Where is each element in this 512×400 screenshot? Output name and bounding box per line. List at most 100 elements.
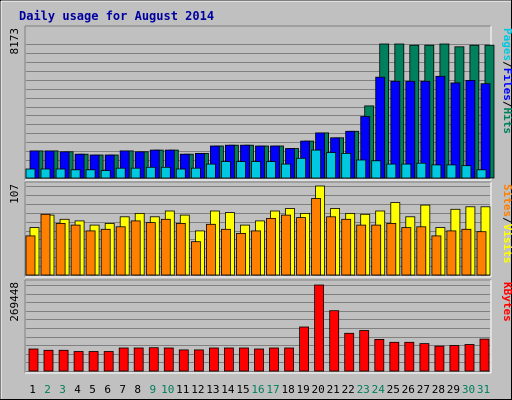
bar-sites-day-2 <box>40 213 51 276</box>
bar-sites-day-5 <box>85 230 96 276</box>
bar-pages-day-28 <box>431 164 442 179</box>
bar-files-day-31 <box>480 83 491 179</box>
bar-kbytes-day-29 <box>449 345 460 372</box>
bar-pages-day-24 <box>371 160 382 179</box>
y-max-label: 269448 <box>8 282 21 322</box>
y-max-label: 107 <box>8 184 21 204</box>
legend-item: Files <box>501 68 512 101</box>
bar-pages-day-29 <box>446 164 457 179</box>
bar-pages-day-26 <box>401 163 412 179</box>
bar-sites-day-1 <box>25 235 36 276</box>
bar-kbytes-day-11 <box>178 349 189 372</box>
legend-item: Visits <box>501 224 512 264</box>
bar-kbytes-day-15 <box>239 347 249 372</box>
bar-pages-day-5 <box>85 169 96 179</box>
bar-kbytes-day-18 <box>284 347 295 372</box>
bar-sites-day-7 <box>115 226 126 276</box>
bar-sites-day-6 <box>100 228 111 276</box>
bar-kbytes-day-16 <box>254 348 264 372</box>
bar-kbytes-day-10 <box>163 347 174 372</box>
bar-sites-day-20 <box>311 198 322 276</box>
x-tick-day-30: 30 <box>462 383 475 396</box>
x-tick-day-14: 14 <box>221 383 235 396</box>
bar-sites-day-3 <box>55 222 66 276</box>
legend-kbytes: KBytes <box>501 282 512 322</box>
x-tick-day-21: 21 <box>327 383 340 396</box>
x-tick-day-5: 5 <box>89 383 96 396</box>
bar-kbytes-day-24 <box>374 338 385 372</box>
chart-title: Daily usage for August 2014 <box>19 9 214 23</box>
bar-kbytes-day-1 <box>28 348 39 372</box>
bar-kbytes-day-28 <box>434 345 445 372</box>
x-tick-day-4: 4 <box>74 383 81 396</box>
bar-kbytes-day-20 <box>314 284 325 372</box>
legend-item: Pages <box>501 28 512 61</box>
bar-files-day-28 <box>435 75 446 179</box>
legend-item: / <box>501 101 512 108</box>
bar-kbytes-day-25 <box>389 341 400 372</box>
bar-pages-day-31 <box>476 169 487 179</box>
x-tick-day-11: 11 <box>176 383 189 396</box>
bar-sites-day-13 <box>205 223 216 276</box>
x-tick-day-6: 6 <box>104 383 111 396</box>
legend-item: Hits <box>501 108 512 135</box>
bar-pages-day-3 <box>55 168 66 179</box>
bar-sites-day-28 <box>431 235 442 276</box>
legend-item: Sites <box>501 184 512 217</box>
bar-kbytes-day-27 <box>419 343 430 372</box>
bar-sites-day-29 <box>446 230 457 276</box>
legend-requests: Pages/Files/Hits <box>501 28 512 134</box>
bar-kbytes-day-6 <box>103 351 114 372</box>
bar-kbytes-day-5 <box>88 351 99 372</box>
bar-sites-day-14 <box>220 228 231 276</box>
bar-pages-day-17 <box>266 161 276 179</box>
bar-kbytes-day-9 <box>148 347 159 372</box>
bar-sites-day-12 <box>190 241 201 276</box>
bar-kbytes-day-8 <box>133 347 144 372</box>
bar-pages-day-11 <box>175 168 186 179</box>
bar-kbytes-day-12 <box>193 349 204 372</box>
x-tick-day-12: 12 <box>191 383 204 396</box>
bar-pages-day-14 <box>220 161 231 179</box>
x-tick-day-22: 22 <box>342 383 355 396</box>
bar-files-day-30 <box>465 80 476 179</box>
bar-pages-day-10 <box>160 166 171 179</box>
x-tick-day-3: 3 <box>59 383 66 396</box>
bar-files-day-25 <box>390 80 401 179</box>
x-tick-day-19: 19 <box>296 383 309 396</box>
bar-pages-day-21 <box>326 152 337 179</box>
bar-sites-day-15 <box>236 232 246 276</box>
bar-pages-day-9 <box>145 166 156 179</box>
bar-pages-day-18 <box>281 163 291 179</box>
bar-kbytes-day-22 <box>344 332 355 372</box>
x-tick-day-10: 10 <box>161 383 174 396</box>
x-tick-day-17: 17 <box>266 383 279 396</box>
bar-kbytes-day-17 <box>269 347 279 372</box>
x-tick-day-28: 28 <box>432 383 445 396</box>
bar-sites-day-23 <box>356 224 367 276</box>
bar-kbytes-day-19 <box>299 326 310 372</box>
x-tick-day-31: 31 <box>477 383 490 396</box>
bar-sites-day-8 <box>130 220 141 276</box>
panel-kbytes: 269448 KBytes <box>8 279 512 374</box>
x-tick-day-9: 9 <box>149 383 156 396</box>
bar-pages-day-19 <box>296 157 307 179</box>
bar-sites-day-11 <box>175 222 186 276</box>
bar-sites-day-26 <box>401 227 412 276</box>
bar-sites-day-4 <box>70 224 81 276</box>
bar-pages-day-7 <box>115 167 126 179</box>
bar-kbytes-day-7 <box>118 347 129 372</box>
bar-kbytes-day-30 <box>464 344 475 372</box>
x-tick-day-16: 16 <box>251 383 264 396</box>
bar-files-day-29 <box>450 82 461 179</box>
bar-kbytes-day-3 <box>58 349 69 372</box>
bar-pages-day-23 <box>356 159 367 179</box>
x-tick-day-27: 27 <box>417 383 430 396</box>
bar-kbytes-day-31 <box>479 338 490 372</box>
legend-item: / <box>501 217 512 224</box>
bar-sites-day-27 <box>416 226 427 276</box>
x-tick-day-24: 24 <box>372 383 386 396</box>
x-tick-day-2: 2 <box>44 383 51 396</box>
x-tick-day-20: 20 <box>311 383 324 396</box>
